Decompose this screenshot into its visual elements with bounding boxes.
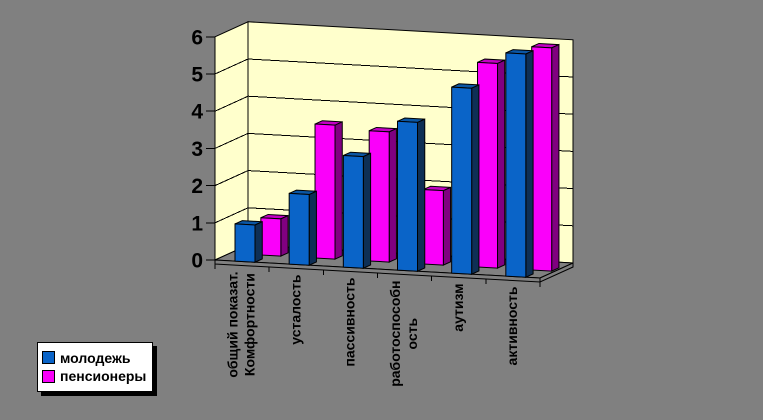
gridline-side bbox=[214, 132, 249, 149]
y-tick-label: 3 bbox=[191, 138, 203, 161]
y-tick-label: 5 bbox=[191, 64, 203, 87]
bar-s1-c4 bbox=[397, 120, 418, 272]
bar-side-s1-c2 bbox=[308, 190, 317, 266]
bar-side-s2-c2 bbox=[334, 121, 343, 260]
legend-item-series1: молодежь bbox=[42, 351, 148, 365]
legend-item-series2: пенсионеры bbox=[42, 369, 148, 383]
bar-s2-c1 bbox=[260, 217, 282, 257]
floor-right-edge bbox=[539, 262, 574, 283]
category-label: ость bbox=[404, 317, 420, 349]
legend-label-series2: пенсионеры bbox=[60, 368, 147, 385]
bar-side-s1-c4 bbox=[417, 118, 426, 272]
y-tick-label: 4 bbox=[191, 101, 203, 124]
y-tick-label: 1 bbox=[191, 212, 203, 235]
bar-side-s2-c1 bbox=[280, 214, 289, 257]
category-label: пассивность bbox=[341, 277, 357, 366]
legend-label-series1: молодежь bbox=[60, 349, 131, 366]
category-label: работоспособн bbox=[387, 281, 403, 387]
bar-s2-c4 bbox=[422, 189, 444, 266]
bar-side-s2-c3 bbox=[388, 127, 397, 263]
bar-s2-c5 bbox=[477, 61, 499, 269]
legend-swatch-series2 bbox=[42, 369, 55, 383]
bar-side-s2-c6 bbox=[551, 43, 560, 272]
bar-s1-c3 bbox=[342, 154, 364, 269]
bar-side-s1-c1 bbox=[254, 220, 263, 263]
bar-s2-c2 bbox=[314, 123, 336, 260]
y-tick-label: 0 bbox=[191, 250, 203, 273]
bar-s2-c3 bbox=[368, 130, 390, 263]
gridline-side bbox=[214, 170, 249, 187]
bar-side-s1-c6 bbox=[525, 49, 534, 278]
gridline-side bbox=[214, 58, 249, 75]
bar-s1-c6 bbox=[505, 52, 527, 278]
bar-side-s1-c5 bbox=[471, 84, 480, 275]
gridline-side bbox=[214, 207, 249, 224]
gridline-side bbox=[214, 95, 249, 112]
y-tick-label: 2 bbox=[191, 175, 203, 198]
bar-s1-c2 bbox=[288, 192, 310, 266]
bar-s2-c6 bbox=[531, 46, 553, 272]
bar-s1-c1 bbox=[234, 223, 256, 263]
category-label: аутизм bbox=[450, 284, 466, 332]
bar-s1-c5 bbox=[451, 86, 473, 275]
bar-side-s2-c4 bbox=[442, 186, 452, 266]
legend-swatch-series1 bbox=[42, 351, 55, 365]
category-label: Комфортности bbox=[242, 273, 258, 376]
bar-side-s2-c5 bbox=[497, 59, 506, 269]
bar-side-s1-c3 bbox=[362, 152, 372, 269]
y-tick-label: 6 bbox=[191, 26, 203, 49]
category-label: усталость bbox=[287, 274, 303, 345]
legend: молодежь пенсионеры bbox=[37, 342, 153, 392]
category-label: активность bbox=[504, 286, 520, 365]
category-label: общий показат. bbox=[225, 272, 241, 378]
